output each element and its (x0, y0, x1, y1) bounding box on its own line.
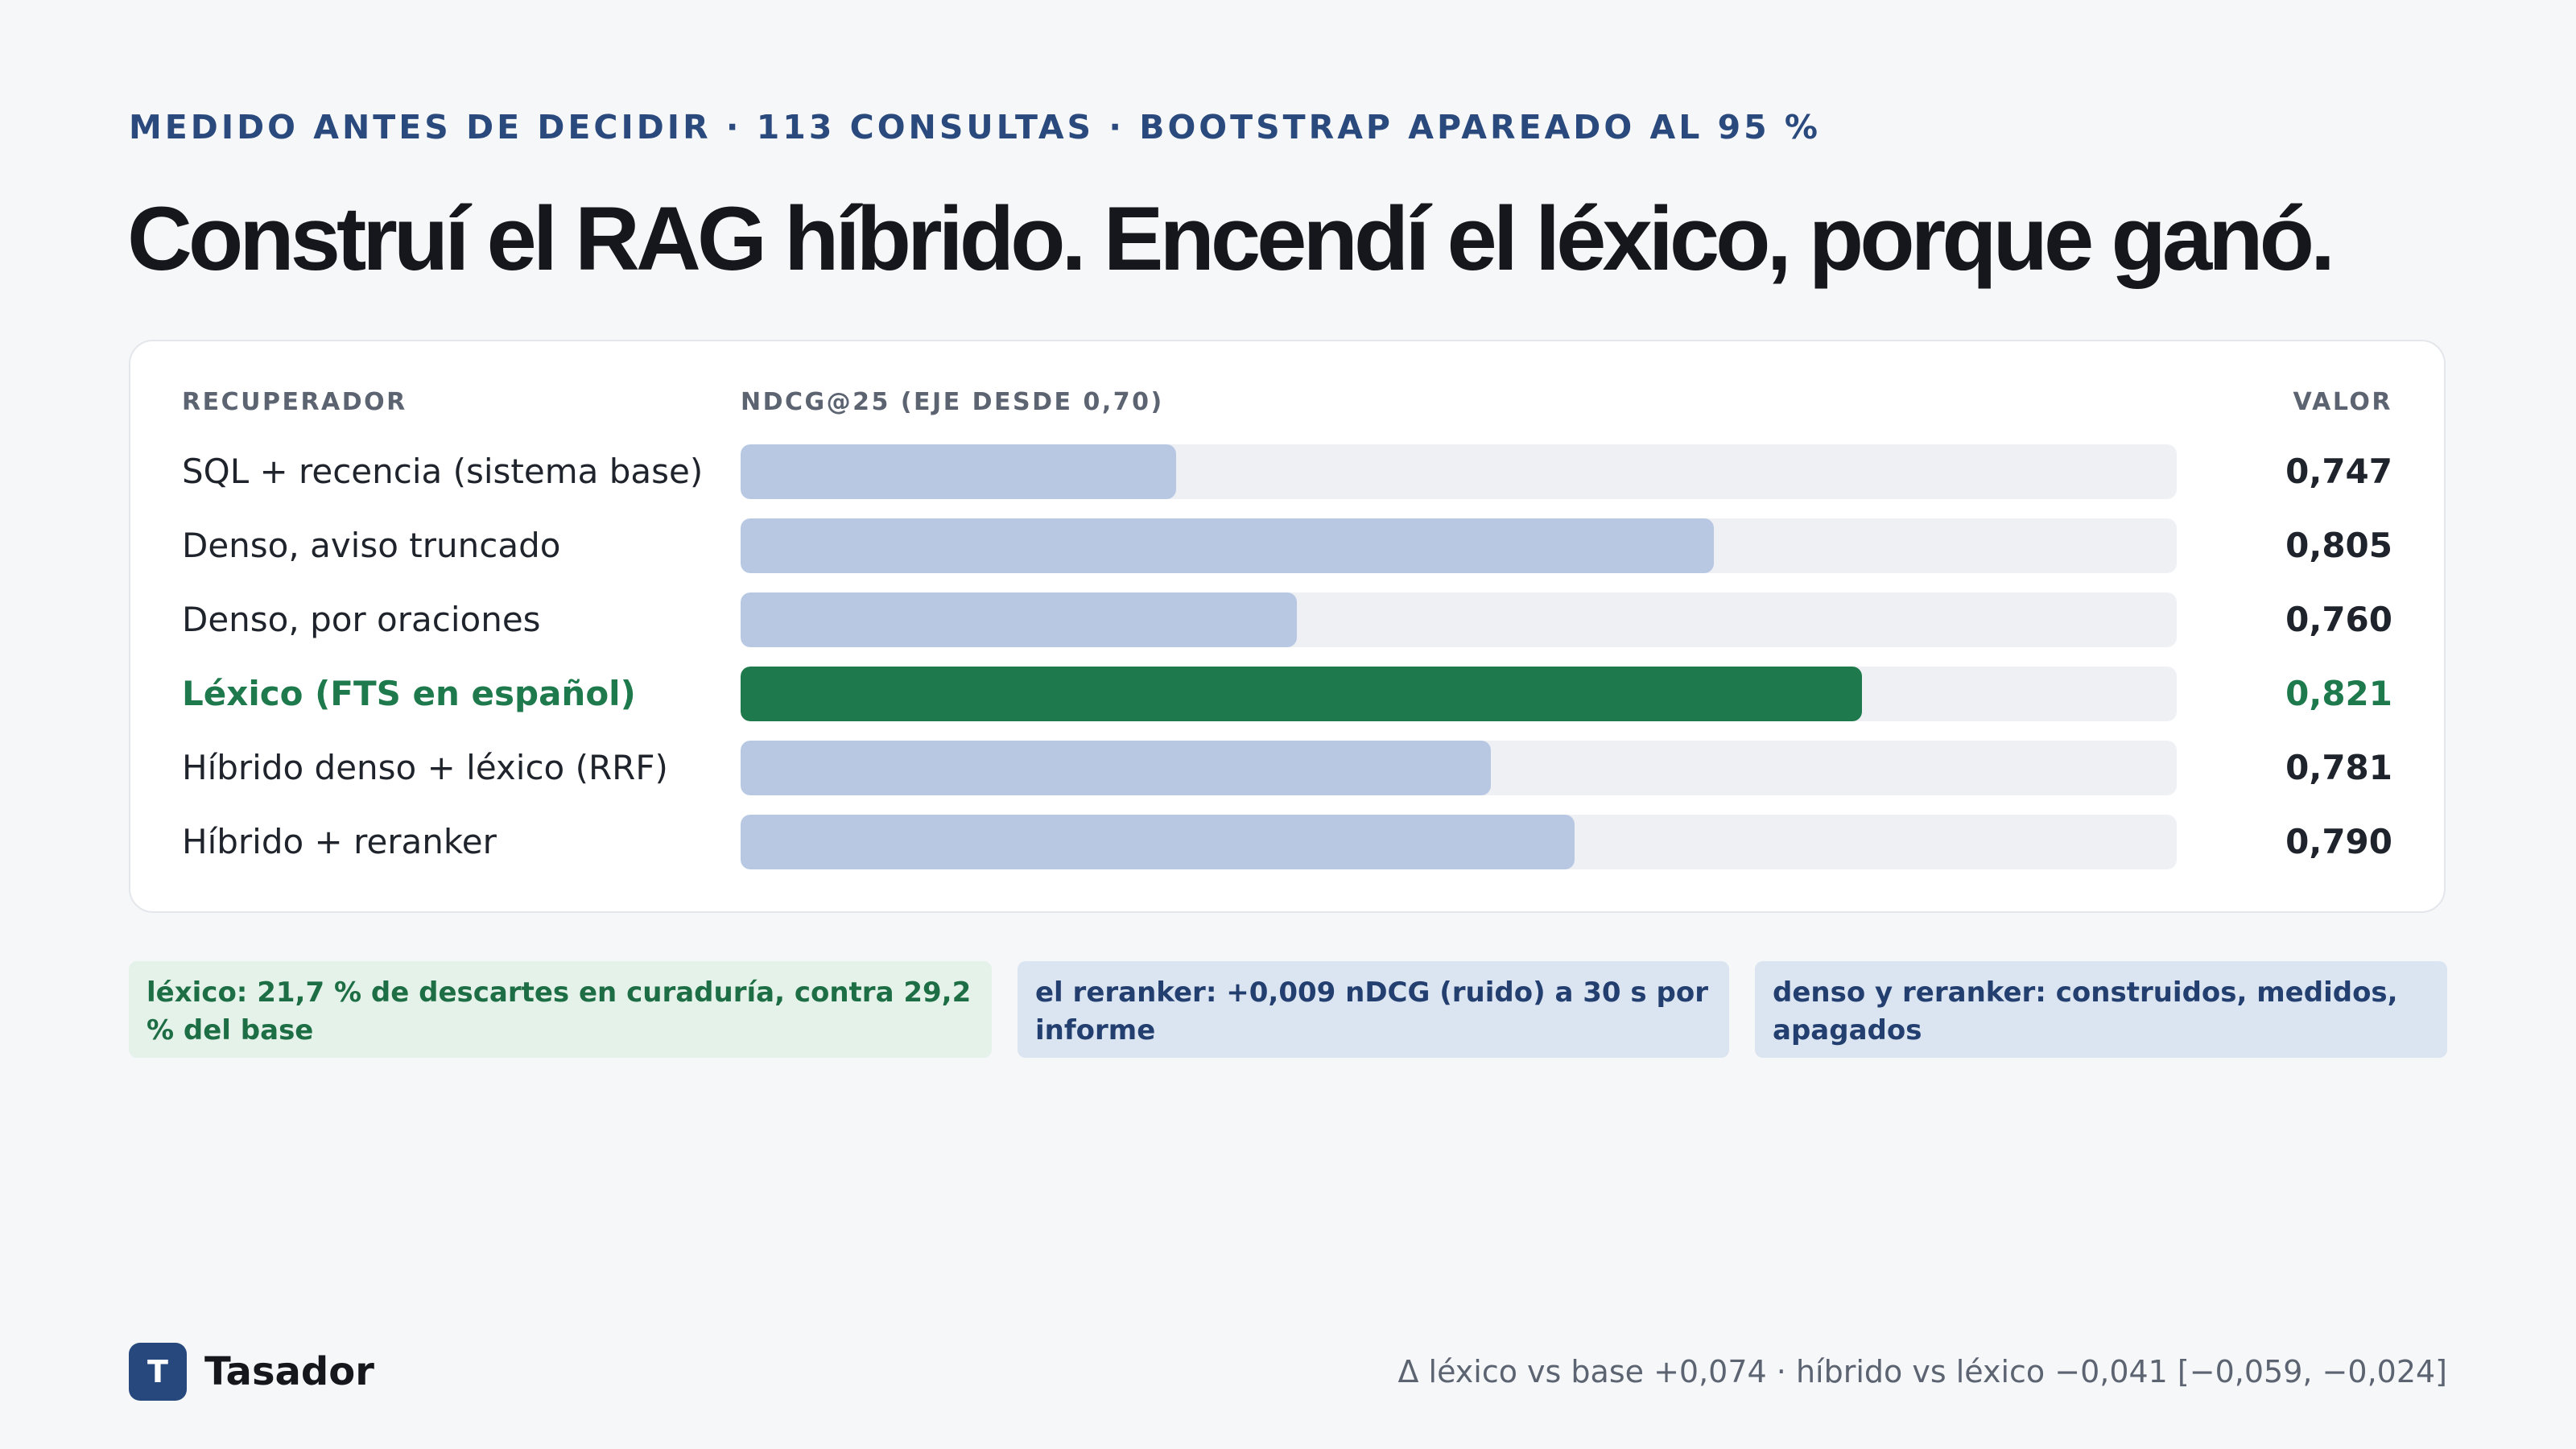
bar-row: Léxico (FTS en español) 0,821 (130, 667, 2444, 721)
page-title: Construí el RAG híbrido. Encendí el léxi… (127, 188, 2335, 289)
bar-category-label: Híbrido denso + léxico (RRF) (182, 748, 668, 787)
bar-row: Denso, por oraciones 0,760 (130, 592, 2444, 647)
bar-category-label: SQL + recencia (sistema base) (182, 452, 704, 491)
note-lexical: léxico: 21,7 % de descartes en curaduría… (129, 961, 992, 1058)
bar-track (741, 815, 2177, 869)
bar (741, 741, 1492, 795)
bar-row: Híbrido denso + léxico (RRF) 0,781 (130, 741, 2444, 795)
bar-category-label: Denso, aviso truncado (182, 526, 561, 565)
bar (741, 444, 1176, 499)
note-dense-reranker: denso y reranker: construidos, medidos, … (1755, 961, 2447, 1058)
bar-row: SQL + recencia (sistema base) 0,747 (130, 444, 2444, 499)
bar-value-label: 0,821 (2285, 674, 2392, 713)
bar-category-label: Denso, por oraciones (182, 600, 541, 639)
bar (741, 518, 1714, 573)
column-header-retriever: RECUPERADOR (182, 388, 407, 416)
bar-value-label: 0,747 (2285, 452, 2392, 491)
chart-card: RECUPERADOR NDCG@25 (EJE DESDE 0,70) VAL… (129, 340, 2446, 913)
eyebrow-subtitle: MEDIDO ANTES DE DECIDIR · 113 CONSULTAS … (129, 108, 1822, 147)
bar-track (741, 444, 2177, 499)
bar-track (741, 592, 2177, 647)
bar-category-label: Híbrido + reranker (182, 822, 497, 861)
bar-value-label: 0,805 (2285, 526, 2392, 565)
bar-value-label: 0,760 (2285, 600, 2392, 639)
column-header-axis: NDCG@25 (EJE DESDE 0,70) (741, 388, 1164, 416)
bar (741, 667, 1862, 721)
column-header-value: VALOR (2293, 388, 2392, 416)
bar-row: Denso, aviso truncado 0,805 (130, 518, 2444, 573)
bar (741, 592, 1297, 647)
bar-track (741, 518, 2177, 573)
bar-track (741, 667, 2177, 721)
bar (741, 815, 1575, 869)
note-reranker: el reranker: +0,009 nDCG (ruido) a 30 s … (1018, 961, 1729, 1058)
bar-category-label: Léxico (FTS en español) (182, 674, 636, 713)
footnote-deltas: Δ léxico vs base +0,074 · híbrido vs léx… (1397, 1354, 2447, 1389)
bar-track (741, 741, 2177, 795)
brand-name: Tasador (204, 1349, 374, 1394)
bar-value-label: 0,790 (2285, 822, 2392, 861)
bar-value-label: 0,781 (2285, 748, 2392, 787)
bar-row: Híbrido + reranker 0,790 (130, 815, 2444, 869)
brand-logo-icon: T (129, 1343, 187, 1401)
